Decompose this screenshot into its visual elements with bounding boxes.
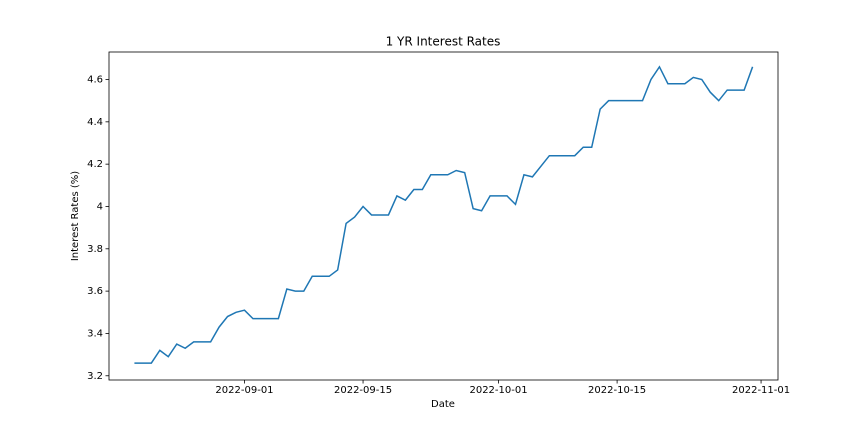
y-axis-label: Interest Rates (%): [70, 171, 81, 261]
x-axis-label: Date: [431, 399, 455, 410]
y-tick-label: 4.4: [87, 117, 103, 128]
x-tick-label: 2022-11-01: [732, 385, 790, 396]
plot-frame: [108, 51, 779, 381]
y-tick-label: 3.6: [87, 286, 103, 297]
y-tick-label: 4.2: [87, 159, 103, 170]
y-tick-label: 3.4: [87, 328, 103, 339]
x-tick-label: 2022-09-15: [334, 385, 392, 396]
x-tick-label: 2022-10-15: [588, 385, 646, 396]
x-tick-label: 2022-10-01: [469, 385, 527, 396]
y-tick-label: 4: [97, 201, 103, 212]
y-tick-label: 3.8: [87, 244, 103, 255]
chart-title: 1 YR Interest Rates: [386, 35, 501, 49]
x-tick-label: 2022-09-01: [215, 385, 273, 396]
y-tick-label: 4.6: [87, 75, 103, 86]
y-tick-label: 3.2: [87, 371, 103, 382]
data-line: [134, 65, 754, 364]
